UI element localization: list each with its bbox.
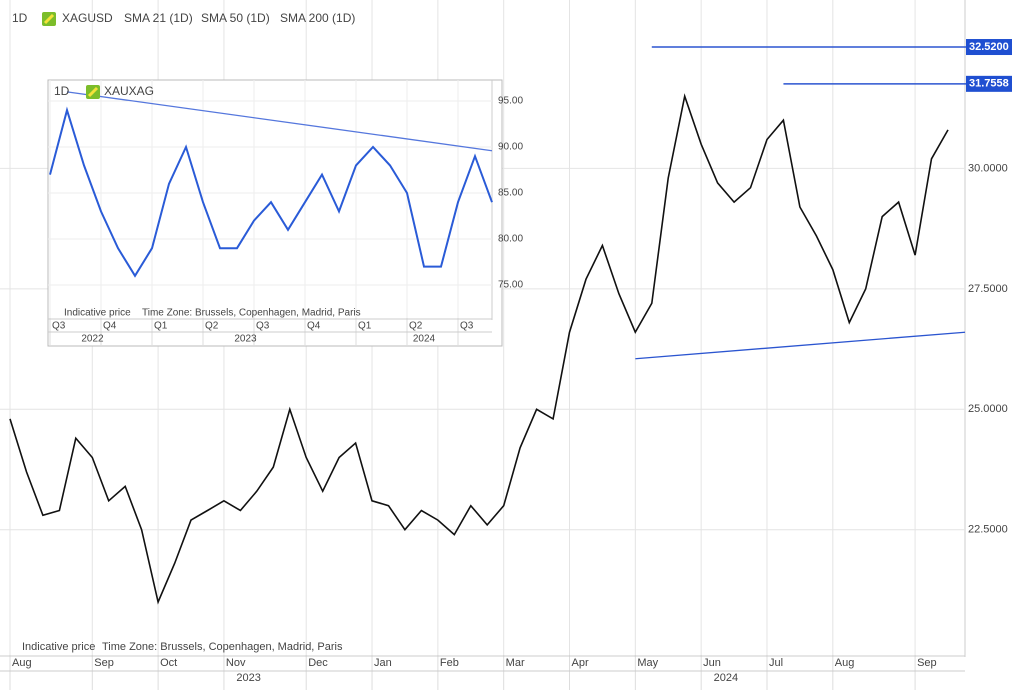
y-tick-label: 95.00 <box>498 96 523 107</box>
x-tick-label: Q2 <box>205 321 219 332</box>
x-tick-label: Dec <box>308 657 328 669</box>
y-tick-label: 90.00 <box>498 142 523 153</box>
note-label: Indicative price <box>22 641 95 653</box>
indicator-label: SMA 50 (1D) <box>201 11 270 25</box>
price-line <box>9 93 949 605</box>
x-tick-label: Q3 <box>460 321 474 332</box>
x-tick-label: Oct <box>160 657 177 669</box>
y-tick-label: 25.0000 <box>968 403 1008 415</box>
price-level-label: 32.5200 <box>969 41 1009 53</box>
indicator-label: SMA 21 (1D) <box>124 11 193 25</box>
indicator-label: SMA 200 (1D) <box>280 11 355 25</box>
x-tick-label: Q4 <box>103 321 117 332</box>
symbol-label: XAGUSD <box>62 11 113 25</box>
x-tick-label: Mar <box>506 657 525 669</box>
x-tick-label: May <box>637 657 658 669</box>
inset-chart: Q3 Q4 Q1 Q2 Q3 Q4 Q1 Q2 Q3 2022 2023 2024 75.00 80.00… <box>48 80 523 346</box>
inset-frame <box>47 79 503 347</box>
price-line <box>49 106 493 278</box>
x-tick-label: Jun <box>703 657 721 669</box>
x-tick-label: Aug <box>835 657 855 669</box>
trend-line <box>635 331 966 360</box>
interval-label: 1D <box>54 84 70 98</box>
x-tick-label: Sep <box>94 657 114 669</box>
x-tick-label: Sep <box>917 657 937 669</box>
main-chart: Aug Sep Oct Nov Dec Jan Feb Mar Apr May Jun Jul Aug S… <box>0 0 1012 690</box>
timezone-label: Time Zone: Brussels, Copenhagen, Madrid,… <box>142 308 361 319</box>
interval-label: 1D <box>12 11 28 25</box>
symbol-icon-mark <box>87 86 99 98</box>
x-group-label: 2023 <box>234 334 257 345</box>
x-tick-label: Jul <box>769 657 783 669</box>
x-tick-label: Q1 <box>358 321 372 332</box>
price-level-tag <box>966 75 1012 92</box>
y-tick-label: 22.5000 <box>968 524 1008 536</box>
y-tick-label: 27.5000 <box>968 283 1008 295</box>
x-group-label: 2022 <box>81 334 104 345</box>
y-tick-label: 85.00 <box>498 188 523 199</box>
symbol-label: XAUXAG <box>104 84 154 98</box>
x-tick-label: Q4 <box>307 321 321 332</box>
y-tick-label: 80.00 <box>498 234 523 245</box>
price-level-tag <box>966 39 1012 56</box>
note-label: Indicative price <box>64 308 131 319</box>
x-tick-label: Nov <box>226 657 246 669</box>
timezone-label: Time Zone: Brussels, Copenhagen, Madrid,… <box>102 641 343 653</box>
x-group-label: 2024 <box>413 334 436 345</box>
y-tick-label: 30.0000 <box>968 162 1008 174</box>
x-tick-label: Q2 <box>409 321 423 332</box>
y-tick-label: 75.00 <box>498 280 523 291</box>
x-group-label: 2024 <box>714 672 738 684</box>
x-tick-label: Jan <box>374 657 392 669</box>
x-tick-label: Apr <box>572 657 589 669</box>
x-tick-label: Feb <box>440 657 459 669</box>
x-tick-label: Q3 <box>52 321 66 332</box>
x-tick-label: Q3 <box>256 321 270 332</box>
x-tick-label: Q1 <box>154 321 168 332</box>
symbol-icon-mark <box>43 13 55 25</box>
x-tick-label: Aug <box>12 657 32 669</box>
price-level-label: 31.7558 <box>969 78 1009 90</box>
trend-line <box>66 91 493 152</box>
x-group-label: 2023 <box>236 672 260 684</box>
